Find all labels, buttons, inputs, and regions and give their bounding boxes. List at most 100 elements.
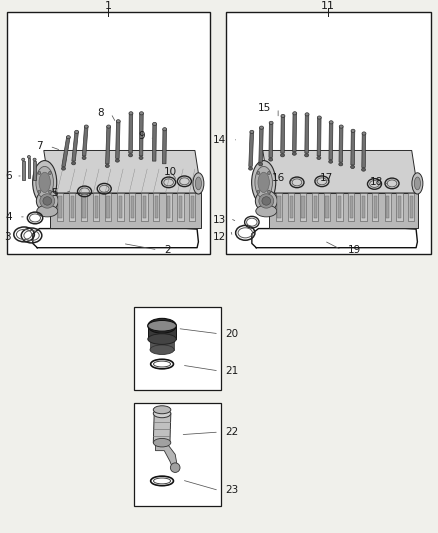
Ellipse shape <box>351 129 355 132</box>
Polygon shape <box>95 196 98 219</box>
Polygon shape <box>290 196 293 219</box>
Polygon shape <box>301 196 305 219</box>
Text: 7: 7 <box>36 141 43 151</box>
Ellipse shape <box>148 320 176 331</box>
Text: 15: 15 <box>258 103 272 113</box>
Polygon shape <box>167 196 170 219</box>
Ellipse shape <box>148 334 176 344</box>
Ellipse shape <box>350 165 354 168</box>
Polygon shape <box>259 127 263 162</box>
Ellipse shape <box>39 172 50 192</box>
Ellipse shape <box>292 152 296 155</box>
Polygon shape <box>324 193 330 221</box>
Polygon shape <box>93 193 99 221</box>
Polygon shape <box>348 193 354 221</box>
Ellipse shape <box>193 173 204 194</box>
Polygon shape <box>57 193 63 221</box>
Ellipse shape <box>259 126 263 129</box>
Polygon shape <box>129 193 135 221</box>
Bar <box>134 307 221 390</box>
Polygon shape <box>81 193 87 221</box>
Text: 4: 4 <box>6 212 12 222</box>
Bar <box>134 403 221 506</box>
Ellipse shape <box>293 112 297 115</box>
Polygon shape <box>106 196 110 219</box>
Polygon shape <box>386 196 389 219</box>
Polygon shape <box>153 414 171 443</box>
Ellipse shape <box>148 318 176 333</box>
Ellipse shape <box>152 122 157 125</box>
Text: 21: 21 <box>226 366 239 376</box>
Polygon shape <box>62 137 70 166</box>
Polygon shape <box>338 196 341 219</box>
Polygon shape <box>281 116 285 153</box>
Polygon shape <box>374 196 377 219</box>
Polygon shape <box>82 126 88 156</box>
Polygon shape <box>189 193 195 221</box>
Ellipse shape <box>36 190 58 212</box>
Ellipse shape <box>105 164 110 167</box>
Polygon shape <box>22 161 25 180</box>
Ellipse shape <box>32 160 57 204</box>
Ellipse shape <box>150 345 174 354</box>
Polygon shape <box>350 196 353 219</box>
Polygon shape <box>106 126 110 164</box>
Ellipse shape <box>37 205 58 217</box>
Text: 11: 11 <box>321 1 335 11</box>
Polygon shape <box>129 114 133 153</box>
Ellipse shape <box>412 173 423 194</box>
Ellipse shape <box>250 130 254 133</box>
Polygon shape <box>269 123 273 157</box>
Ellipse shape <box>248 167 252 170</box>
Polygon shape <box>139 114 143 156</box>
Ellipse shape <box>268 158 272 161</box>
Bar <box>7 12 210 254</box>
Ellipse shape <box>304 154 308 157</box>
Polygon shape <box>166 193 172 221</box>
Ellipse shape <box>38 172 41 174</box>
Text: 23: 23 <box>226 486 239 496</box>
Polygon shape <box>50 193 201 228</box>
Ellipse shape <box>362 168 365 171</box>
Polygon shape <box>179 196 182 219</box>
Polygon shape <box>362 196 365 219</box>
Ellipse shape <box>256 205 277 217</box>
Polygon shape <box>28 158 30 178</box>
Ellipse shape <box>255 166 272 198</box>
Ellipse shape <box>414 177 420 190</box>
Polygon shape <box>305 115 309 153</box>
Ellipse shape <box>258 163 263 166</box>
Text: 3: 3 <box>4 231 11 241</box>
Polygon shape <box>155 443 177 469</box>
Ellipse shape <box>139 112 144 115</box>
Polygon shape <box>263 150 418 193</box>
Polygon shape <box>82 196 86 219</box>
Polygon shape <box>117 193 124 221</box>
Ellipse shape <box>36 166 53 198</box>
Text: 17: 17 <box>320 173 333 183</box>
Text: 16: 16 <box>272 173 285 183</box>
Polygon shape <box>396 193 403 221</box>
Ellipse shape <box>257 190 260 193</box>
Ellipse shape <box>255 190 277 212</box>
Polygon shape <box>293 114 297 151</box>
Polygon shape <box>152 124 156 161</box>
Ellipse shape <box>115 159 119 162</box>
Ellipse shape <box>195 177 201 190</box>
Text: 18: 18 <box>370 177 383 188</box>
Ellipse shape <box>339 125 343 128</box>
Polygon shape <box>351 131 355 165</box>
Polygon shape <box>44 150 201 193</box>
Text: 6: 6 <box>6 171 12 181</box>
Polygon shape <box>312 193 318 221</box>
Polygon shape <box>372 193 378 221</box>
Ellipse shape <box>339 163 343 166</box>
Ellipse shape <box>153 406 171 414</box>
Ellipse shape <box>268 172 270 174</box>
Ellipse shape <box>305 113 309 116</box>
Polygon shape <box>325 196 329 219</box>
Ellipse shape <box>84 125 88 128</box>
Polygon shape <box>249 132 254 166</box>
Ellipse shape <box>21 158 25 161</box>
Polygon shape <box>119 196 122 219</box>
